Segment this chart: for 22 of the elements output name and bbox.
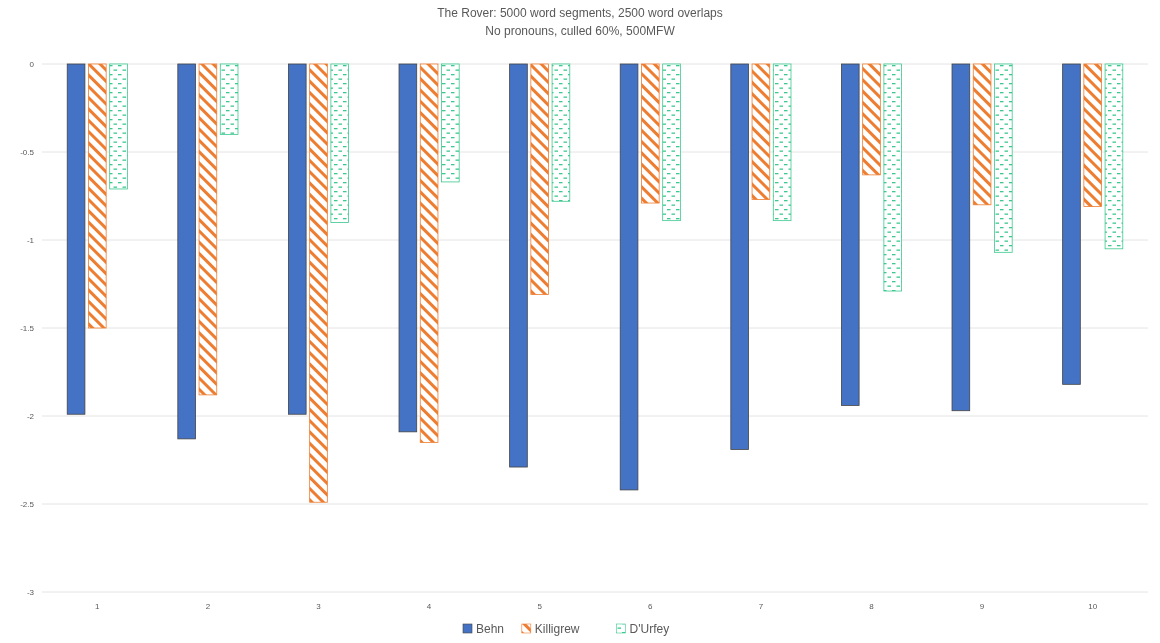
y-tick-label: -2	[26, 411, 35, 421]
x-tick-label: 8	[869, 602, 875, 611]
x-tick-label: 3	[316, 602, 322, 611]
x-tick-label: 9	[979, 602, 985, 611]
legend-label: Killigrew	[534, 622, 580, 636]
x-tick-label: 10	[1088, 602, 1098, 611]
x-tick-label: 1	[95, 602, 101, 611]
y-tick-label: -1	[26, 235, 35, 245]
chart-title: The Rover: 5000 word segments, 2500 word overlaps	[437, 6, 723, 20]
y-tick-label: -0.5	[20, 147, 35, 157]
y-tick-label: -2.5	[20, 499, 35, 509]
y-tick-label: -3	[26, 587, 35, 597]
x-tick-label: 7	[758, 602, 764, 611]
x-tick-label: 4	[426, 602, 432, 611]
legend-label: D'Urfey	[629, 622, 670, 636]
x-tick-label: 5	[537, 602, 543, 611]
legend-label: Behn	[476, 622, 505, 636]
chart-subtitle: No pronouns, culled 60%, 500MFW	[485, 24, 676, 38]
x-tick-label: 2	[205, 602, 211, 611]
y-tick-label: -1.5	[20, 323, 35, 333]
x-tick-label: 6	[648, 602, 654, 611]
y-tick-label: 0	[29, 59, 35, 69]
